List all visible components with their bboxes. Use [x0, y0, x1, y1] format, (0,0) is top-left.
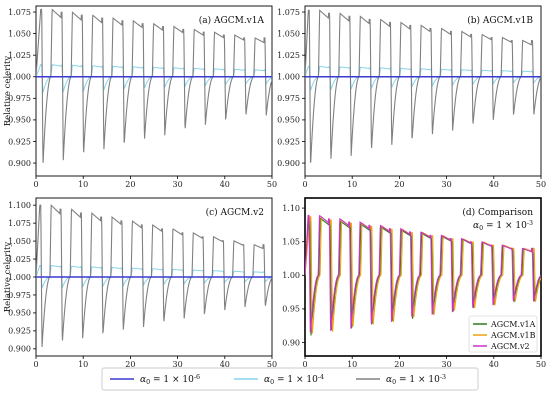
y-tick-label: 0.925	[277, 137, 300, 146]
y-tick-label: 1.050	[8, 29, 31, 38]
y-tick-label: 1.000	[8, 73, 31, 82]
panel-title: (a) AGCM.v1A	[199, 15, 265, 26]
y-tick-label: 1.075	[8, 8, 31, 17]
legend-label: AGCM.v1A	[490, 320, 536, 329]
series-group	[305, 214, 541, 336]
panel-title: (d) Comparison	[462, 207, 533, 218]
x-tick-label: 10	[347, 180, 357, 189]
y-tick-label: 1.00	[282, 271, 300, 280]
x-tick-label: 30	[173, 360, 183, 369]
panel-title: (b) AGCM.v1B	[467, 15, 533, 26]
x-tick-label: 0	[33, 180, 38, 189]
x-tick-label: 40	[220, 360, 230, 369]
y-tick-label: 1.050	[8, 237, 31, 246]
x-tick-label: 40	[220, 180, 230, 189]
x-tick-label: 0	[33, 360, 38, 369]
legend-box	[468, 315, 538, 353]
y-tick-label: 0.900	[277, 159, 300, 168]
legend-entry: α0 = 1 × 10-3	[386, 374, 446, 386]
x-tick-label: 10	[78, 360, 88, 369]
y-tick-label: 1.050	[277, 29, 300, 38]
panel-3: 0 10 20 30 40 50 0.900 0.925 0.950 0.975 1.000 1.02…	[3, 197, 277, 379]
panel-subtitle: α0 = 1 × 10-3	[473, 220, 533, 232]
x-tick-label: 50	[267, 180, 277, 189]
x-tick-label: 40	[489, 180, 499, 189]
y-tick-label: 0.975	[8, 291, 31, 300]
legend-label: AGCM.v1B	[490, 331, 536, 340]
legend-entry: α0 = 1 × 10-6	[140, 374, 200, 386]
x-tick-label: 10	[78, 180, 88, 189]
y-tick-label: 1.025	[277, 51, 300, 60]
panel-title: (c) AGCM.v2	[206, 207, 264, 218]
y-tick-label: 0.975	[277, 94, 300, 103]
y-tick-label: 0.900	[8, 345, 31, 354]
y-tick-label: 0.90	[282, 338, 300, 347]
y-tick-label: 1.075	[277, 8, 300, 17]
y-tick-label: 0.950	[277, 116, 300, 125]
x-tick-label: 30	[442, 360, 452, 369]
y-tick-label: 0.900	[8, 159, 31, 168]
series-line-alpha-1e-3	[36, 203, 272, 348]
y-tick-label: 0.925	[8, 327, 31, 336]
x-tick-label: 40	[489, 360, 499, 369]
y-tick-label: 0.950	[8, 116, 31, 125]
series-group	[36, 203, 272, 348]
y-tick-label: 1.10	[282, 204, 300, 213]
y-tick-label: 1.000	[277, 73, 300, 82]
x-tick-label: 0	[302, 180, 307, 189]
y-tick-label: 1.05	[282, 238, 300, 247]
series-group	[305, 9, 541, 163]
y-tick-label: 1.075	[8, 219, 31, 228]
x-tick-label: 20	[394, 180, 404, 189]
x-tick-label: 50	[536, 180, 546, 189]
x-tick-label: 20	[125, 180, 135, 189]
legend-frame	[101, 367, 479, 391]
plot-area	[304, 5, 542, 177]
y-tick-label: 1.100	[8, 201, 31, 210]
x-tick-label: 30	[442, 180, 452, 189]
legend-entry: α0 = 1 × 10-4	[264, 374, 324, 386]
comparison-legend: AGCM.v1A AGCM.v1B AGCM.v2	[468, 315, 538, 353]
x-tick-label: 20	[394, 360, 404, 369]
y-tick-label: 1.025	[8, 51, 31, 60]
figure-legend: α0 = 1 × 10-6 α0 = 1 × 10-4 α0 = 1 × 10-3	[101, 367, 479, 391]
panel-2: 0 10 20 30 40 50 0.900 0.925 0.950 0.975 1.000 1.02…	[277, 5, 546, 189]
x-tick-label: 0	[302, 360, 307, 369]
y-tick-label: 0.95	[282, 305, 300, 314]
plot-area	[35, 5, 273, 177]
x-tick-label: 50	[267, 360, 277, 369]
y-tick-label: 0.950	[8, 309, 31, 318]
y-tick-label: 0.975	[8, 94, 31, 103]
y-axis-label: Relative celerity	[3, 56, 13, 127]
y-tick-label: 1.000	[8, 273, 31, 282]
y-axis-label: Relative celerity	[3, 242, 13, 313]
x-tick-label: 20	[125, 360, 135, 369]
panel-1: 0 10 20 30 40 50 0.900 0.925 0.950 0.975 1.000 1.02…	[3, 5, 277, 189]
series-line-alpha-1e-3	[305, 9, 541, 163]
x-tick-label: 10	[347, 360, 357, 369]
x-tick-label: 50	[536, 360, 546, 369]
y-tick-label: 1.025	[8, 255, 31, 264]
panel-4: 0 10 20 30 40 50 0.90 0.95 1.00 1.05 1.10 (d) Compa…	[282, 197, 546, 379]
series-line-agcm-v2	[305, 214, 541, 333]
series-group	[36, 8, 272, 163]
y-tick-label: 0.925	[8, 137, 31, 146]
x-tick-label: 30	[173, 180, 183, 189]
legend-label: AGCM.v2	[490, 342, 530, 351]
